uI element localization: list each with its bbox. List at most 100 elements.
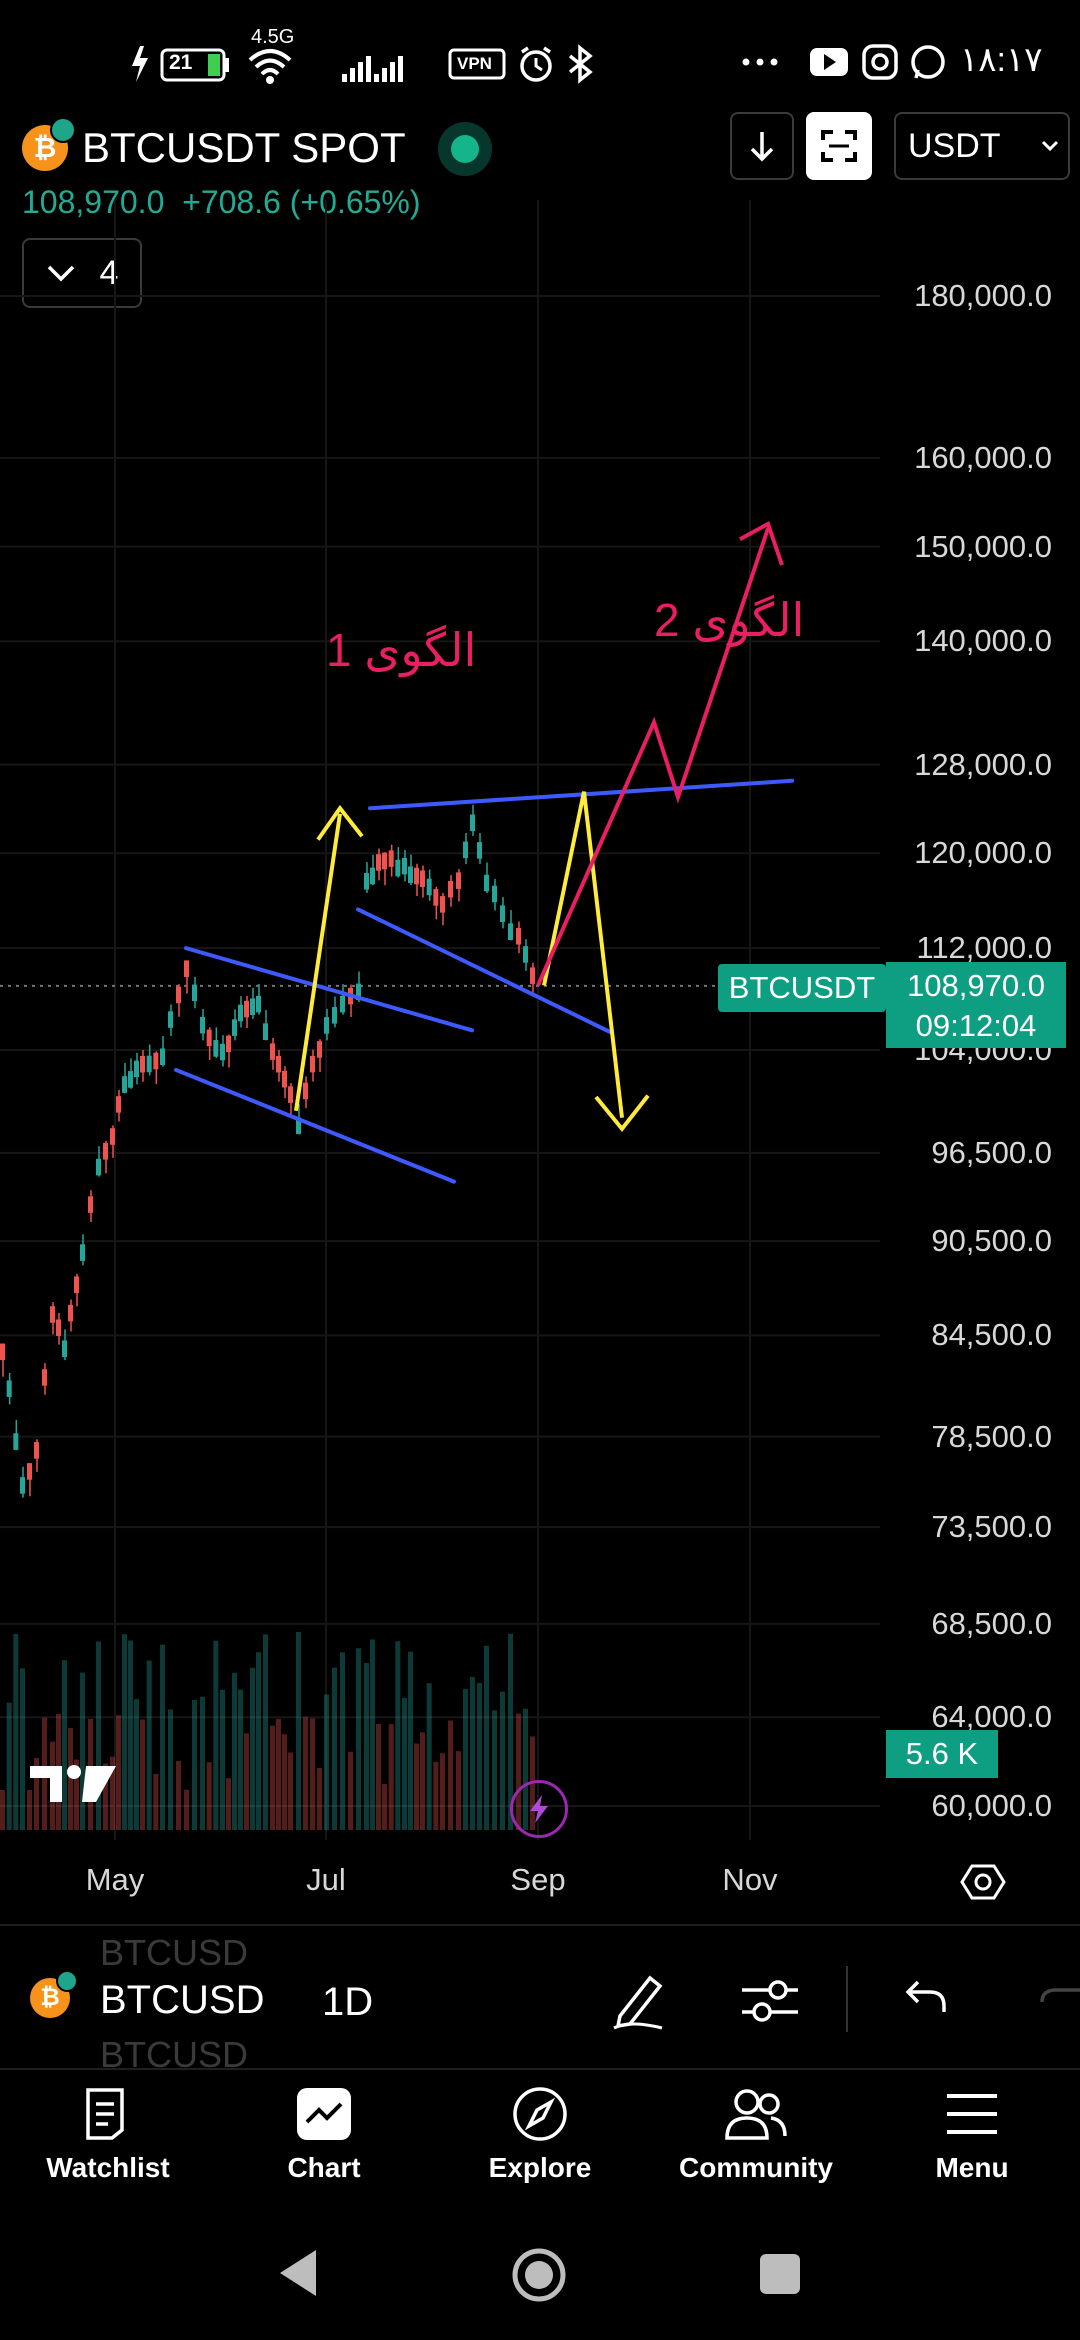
candle-body bbox=[530, 967, 535, 984]
candle-body bbox=[116, 1096, 121, 1113]
currency-select[interactable]: USDT bbox=[894, 112, 1070, 180]
volume-bar bbox=[134, 1699, 139, 1830]
volume-bar bbox=[340, 1652, 345, 1830]
candle-body bbox=[232, 1019, 237, 1036]
undo-icon[interactable] bbox=[904, 1978, 948, 2018]
candle-body bbox=[288, 1086, 293, 1103]
fullscreen-button[interactable] bbox=[806, 112, 872, 180]
volume-bar bbox=[477, 1682, 482, 1830]
volume-bar bbox=[276, 1718, 281, 1830]
candle-body bbox=[492, 885, 497, 903]
price-tick: 160,000.0 bbox=[914, 439, 1052, 475]
volume-bar bbox=[516, 1713, 521, 1830]
price-tick: 180,000.0 bbox=[914, 278, 1052, 313]
volume-bar bbox=[364, 1662, 369, 1830]
candle-body bbox=[168, 1011, 173, 1028]
candle-body bbox=[426, 878, 432, 896]
network-type: 4.5G bbox=[251, 26, 295, 48]
symbol-header[interactable]: ₿ BTCUSDT SPOT bbox=[22, 117, 406, 178]
lightning-icon bbox=[530, 1795, 548, 1823]
chart-settings-icon[interactable] bbox=[958, 1862, 1008, 1902]
candle-body bbox=[408, 866, 413, 883]
flash-icon bbox=[132, 46, 148, 82]
volume-bar bbox=[220, 1689, 225, 1830]
volume-bar bbox=[184, 1789, 189, 1830]
nav-explore[interactable]: Explore bbox=[450, 2086, 630, 2184]
candle-body bbox=[376, 854, 381, 871]
more-icon bbox=[742, 58, 778, 66]
home-icon[interactable] bbox=[510, 2246, 568, 2304]
volume-bar bbox=[27, 1789, 32, 1830]
volume-bar bbox=[238, 1689, 243, 1830]
toolbar-symbol[interactable]: BTCUSD bbox=[100, 1978, 265, 2022]
time-tick: Sep bbox=[510, 1862, 566, 1897]
nav-label: Chart bbox=[287, 2152, 361, 2183]
candle-body bbox=[13, 1433, 19, 1450]
community-icon bbox=[725, 2089, 787, 2140]
nav-community[interactable]: Community bbox=[666, 2086, 846, 2184]
indicators-toggle-button[interactable]: 4 bbox=[22, 238, 142, 308]
download-button[interactable] bbox=[730, 112, 794, 180]
menu-icon bbox=[947, 2094, 997, 2134]
redo-icon[interactable] bbox=[1040, 1982, 1080, 2018]
back-icon[interactable] bbox=[276, 2248, 320, 2298]
bitcoin-icon: ₿ bbox=[22, 117, 76, 171]
candle-body bbox=[500, 905, 505, 922]
compass-icon bbox=[513, 2087, 567, 2141]
volume-bar bbox=[116, 1715, 121, 1830]
candle-body bbox=[296, 1117, 301, 1135]
volume-bar bbox=[250, 1667, 255, 1830]
volume-bar bbox=[128, 1640, 133, 1830]
volume-bar bbox=[420, 1732, 425, 1830]
candle-body bbox=[200, 1016, 205, 1034]
clock: ۱۸:۱۷ bbox=[960, 41, 1043, 79]
candle-body bbox=[184, 960, 189, 978]
symbol-price-label: BTCUSDT bbox=[718, 964, 886, 1012]
volume-bar bbox=[256, 1652, 261, 1830]
recents-icon[interactable] bbox=[758, 2252, 802, 2296]
volume-bar bbox=[523, 1708, 528, 1830]
volume-bar bbox=[146, 1660, 152, 1830]
last-price-value: 108,970.0 bbox=[907, 968, 1045, 1003]
price-chart[interactable]: الگوی 1 الگوی 2 bbox=[0, 200, 1080, 1840]
volume-bar bbox=[463, 1688, 468, 1830]
volume-bar bbox=[448, 1720, 453, 1830]
channel-line bbox=[184, 946, 474, 1033]
interval-selector[interactable]: 1D bbox=[322, 1980, 374, 2024]
volume-bar bbox=[68, 1727, 73, 1830]
volume-bar bbox=[492, 1710, 497, 1830]
indicators-settings-icon[interactable] bbox=[740, 1974, 800, 2026]
candle-body bbox=[103, 1143, 108, 1160]
volume-bar bbox=[470, 1676, 475, 1830]
currency-value: USDT bbox=[908, 126, 1001, 165]
volume-bar bbox=[356, 1648, 361, 1830]
price-tick: 73,500.0 bbox=[931, 1509, 1052, 1545]
candle-body bbox=[110, 1128, 115, 1145]
pink-projection bbox=[536, 527, 770, 987]
volume-bar bbox=[13, 1633, 19, 1830]
flash-button[interactable] bbox=[510, 1780, 568, 1838]
candle-body bbox=[324, 1017, 329, 1034]
volume-bar bbox=[6, 1702, 12, 1830]
time-tick: Jul bbox=[306, 1862, 346, 1897]
candle-body bbox=[276, 1055, 281, 1073]
volume-bar bbox=[508, 1633, 513, 1830]
market-open-indicator[interactable] bbox=[438, 122, 492, 176]
draw-tool-icon[interactable] bbox=[610, 1970, 666, 2030]
nav-watchlist[interactable]: Watchlist bbox=[18, 2086, 198, 2184]
bluetooth-icon bbox=[568, 44, 593, 84]
price-change: +708.6 (+0.65%) bbox=[182, 184, 421, 220]
candle-body bbox=[484, 874, 489, 892]
chevron-down-icon bbox=[1041, 140, 1058, 152]
candle-body bbox=[56, 1319, 61, 1336]
volume-bar bbox=[288, 1752, 293, 1830]
nav-chart[interactable]: Chart bbox=[234, 2086, 414, 2184]
candle-body bbox=[146, 1055, 152, 1073]
nav-menu[interactable]: Menu bbox=[882, 2086, 1062, 2184]
candle-body bbox=[68, 1304, 73, 1322]
volume-bar bbox=[317, 1768, 322, 1830]
instagram-icon bbox=[862, 44, 898, 80]
volume-bar bbox=[456, 1751, 461, 1830]
candle-body bbox=[176, 986, 181, 1004]
price-tick: 90,500.0 bbox=[931, 1223, 1052, 1259]
